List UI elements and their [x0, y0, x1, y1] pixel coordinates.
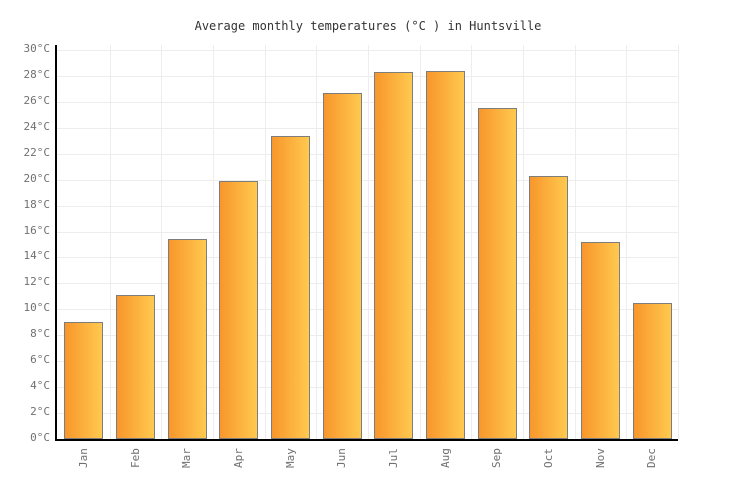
- x-tick-label-dec: Dec: [645, 448, 658, 468]
- h-gridline: [56, 232, 678, 233]
- h-gridline: [56, 206, 678, 207]
- h-gridline: [56, 180, 678, 181]
- x-tick-label-jul: Jul: [387, 448, 400, 468]
- y-tick-label: 2°C: [30, 405, 50, 418]
- h-gridline: [56, 154, 678, 155]
- y-tick-label: 8°C: [30, 327, 50, 340]
- x-axis-line: [55, 439, 678, 441]
- h-gridline: [56, 102, 678, 103]
- x-tick-label-mar: Mar: [180, 448, 193, 468]
- h-gridline: [56, 309, 678, 310]
- v-gridline: [316, 45, 317, 439]
- bar-jan: [64, 322, 103, 439]
- v-gridline: [678, 45, 679, 439]
- y-tick-label: 22°C: [23, 146, 51, 159]
- h-gridline: [56, 387, 678, 388]
- y-tick-label: 4°C: [30, 379, 50, 392]
- x-tick-label-aug: Aug: [439, 448, 452, 468]
- y-tick-label: 26°C: [23, 94, 51, 107]
- x-tick-label-may: May: [284, 448, 297, 468]
- bar-may: [271, 136, 310, 439]
- v-gridline: [213, 45, 214, 439]
- bar-dec: [633, 303, 672, 439]
- h-gridline: [56, 361, 678, 362]
- y-tick-label: 18°C: [23, 198, 51, 211]
- y-tick-label: 24°C: [23, 120, 51, 133]
- y-tick-label: 30°C: [23, 42, 51, 55]
- h-gridline: [56, 413, 678, 414]
- v-gridline: [523, 45, 524, 439]
- x-tick-label-sep: Sep: [490, 448, 503, 468]
- bar-mar: [168, 239, 207, 439]
- y-tick-label: 10°C: [23, 301, 51, 314]
- h-gridline: [56, 335, 678, 336]
- bar-aug: [426, 71, 465, 439]
- bar-oct: [529, 176, 568, 439]
- y-tick-label: 20°C: [23, 172, 51, 185]
- y-tick-label: 28°C: [23, 68, 51, 81]
- bar-apr: [219, 181, 258, 439]
- v-gridline: [265, 45, 266, 439]
- v-gridline: [626, 45, 627, 439]
- x-tick-label-feb: Feb: [129, 448, 142, 468]
- y-tick-label: 12°C: [23, 275, 51, 288]
- h-gridline: [56, 76, 678, 77]
- h-gridline: [56, 283, 678, 284]
- h-gridline: [56, 128, 678, 129]
- v-gridline: [110, 45, 111, 439]
- bar-feb: [116, 295, 155, 439]
- bar-nov: [581, 242, 620, 439]
- y-axis-line: [55, 45, 57, 441]
- bar-jun: [323, 93, 362, 439]
- y-tick-label: 16°C: [23, 224, 51, 237]
- v-gridline: [161, 45, 162, 439]
- v-gridline: [575, 45, 576, 439]
- y-tick-label: 0°C: [30, 431, 50, 444]
- y-tick-label: 6°C: [30, 353, 50, 366]
- bar-jul: [374, 72, 413, 439]
- v-gridline: [420, 45, 421, 439]
- x-tick-label-oct: Oct: [542, 448, 555, 468]
- h-gridline: [56, 50, 678, 51]
- y-tick-label: 14°C: [23, 249, 51, 262]
- x-tick-label-jun: Jun: [335, 448, 348, 468]
- h-gridline: [56, 257, 678, 258]
- plot-area: [56, 45, 679, 439]
- x-tick-label-apr: Apr: [232, 448, 245, 468]
- x-tick-label-nov: Nov: [594, 448, 607, 468]
- v-gridline: [368, 45, 369, 439]
- v-gridline: [471, 45, 472, 439]
- x-tick-label-jan: Jan: [77, 448, 90, 468]
- chart-title: Average monthly temperatures (°C ) in Hu…: [194, 19, 542, 33]
- bar-sep: [478, 108, 517, 439]
